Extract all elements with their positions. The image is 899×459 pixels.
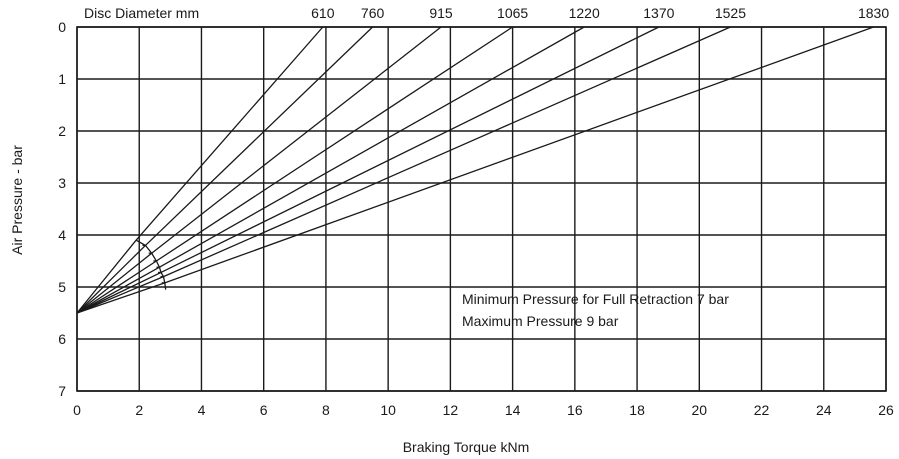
series-label-1525: 1525 <box>715 5 746 21</box>
series-labels: 610 760 915 1065 1220 1370 1525 1830 <box>311 5 889 21</box>
series-label-title: Disc Diameter mm <box>84 5 199 21</box>
x-tick-labels: 0 2 4 6 8 10 12 14 16 18 20 22 24 26 <box>73 402 894 418</box>
x-tick-label: 14 <box>505 402 521 418</box>
annotation-min-pressure: Minimum Pressure for Full Retraction 7 b… <box>462 291 729 307</box>
y-tick-label: 1 <box>58 71 66 87</box>
y-tick-label: 4 <box>58 227 66 243</box>
series-label-1830: 1830 <box>858 5 889 21</box>
x-tick-label: 4 <box>198 402 206 418</box>
x-tick-label: 24 <box>816 402 832 418</box>
series-line-760 <box>76 26 374 314</box>
x-tick-label: 2 <box>135 402 143 418</box>
x-tick-label: 26 <box>878 402 894 418</box>
x-axis-title: Braking Torque kNm <box>403 439 530 455</box>
series-label-1220: 1220 <box>569 5 600 21</box>
y-axis-title: Air Pressure - bar <box>9 145 25 255</box>
series-line-1065 <box>76 26 513 314</box>
x-tick-label: 16 <box>567 402 583 418</box>
annotation-max-pressure: Maximum Pressure 9 bar <box>462 313 619 329</box>
series-line-1830 <box>76 26 874 314</box>
y-tick-label: 7 <box>58 383 66 399</box>
series-line-915 <box>76 26 442 314</box>
series-line-1525 <box>76 26 731 314</box>
x-tick-label: 8 <box>322 402 330 418</box>
y-tick-labels: 0 1 2 3 4 5 6 7 <box>58 19 66 399</box>
series-lines <box>76 26 874 314</box>
x-tick-label: 0 <box>73 402 81 418</box>
y-tick-label: 3 <box>58 175 66 191</box>
series-label-760: 760 <box>361 5 385 21</box>
x-tick-label: 20 <box>692 402 708 418</box>
series-label-1065: 1065 <box>497 5 528 21</box>
series-line-1370 <box>76 26 660 314</box>
threshold-curve <box>135 239 167 290</box>
y-tick-label: 6 <box>58 331 66 347</box>
x-tick-label: 6 <box>260 402 268 418</box>
series-line-1220 <box>76 26 585 314</box>
x-tick-label: 22 <box>754 402 770 418</box>
series-label-915: 915 <box>429 5 453 21</box>
x-tick-label: 18 <box>629 402 645 418</box>
x-tick-label: 12 <box>443 402 459 418</box>
y-tick-label: 2 <box>58 123 66 139</box>
series-label-1370: 1370 <box>643 5 674 21</box>
grid-lines <box>76 26 887 392</box>
y-tick-label: 0 <box>58 19 66 35</box>
plot-frame <box>76 26 887 392</box>
series-label-610: 610 <box>311 5 335 21</box>
y-tick-label: 5 <box>58 279 66 295</box>
x-tick-label: 10 <box>380 402 396 418</box>
